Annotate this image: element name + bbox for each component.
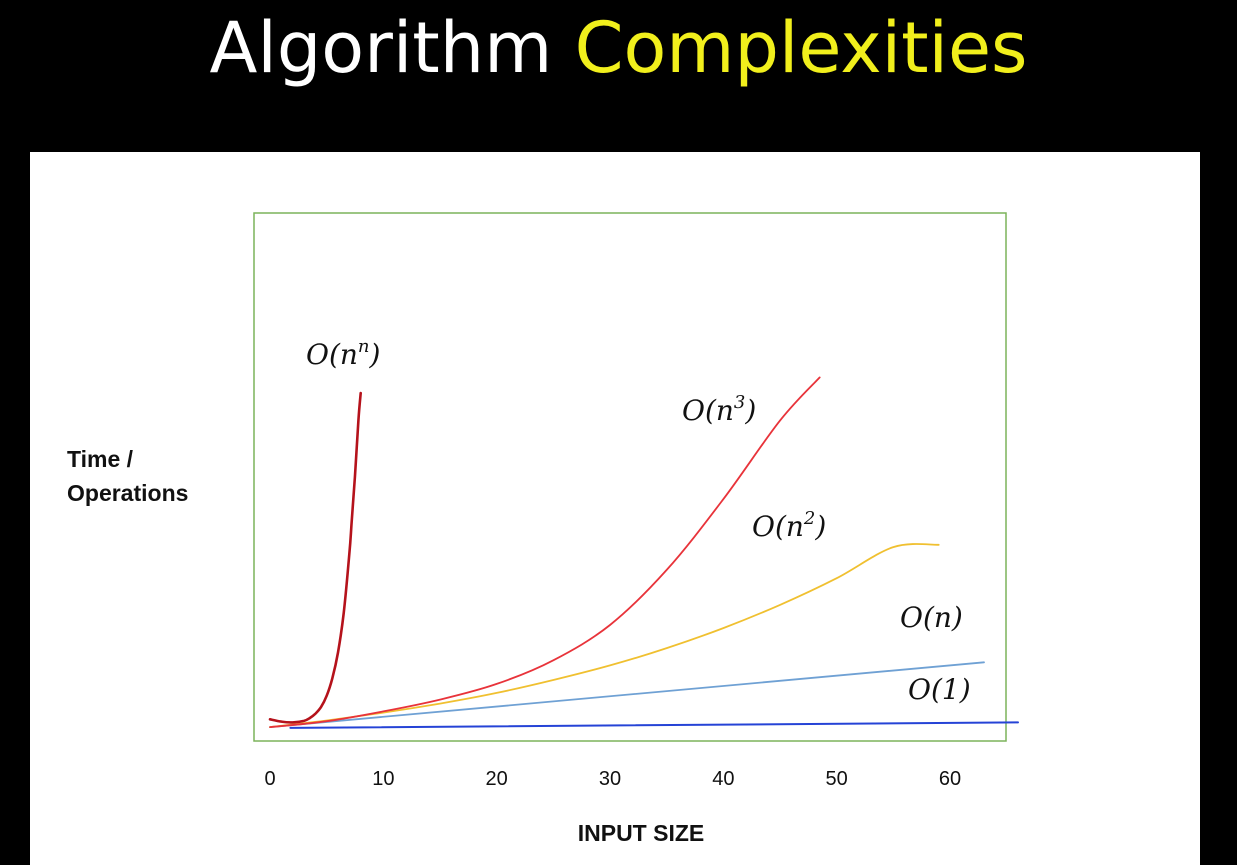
slide-title: Algorithm Complexities (0, 0, 1237, 100)
x-tick-label: 10 (372, 768, 394, 790)
x-tick-label: 60 (939, 768, 961, 790)
series-label-o-n-2: O(n2) (752, 508, 826, 543)
series-label-o-n: O(n) (900, 601, 963, 634)
plot-frame (253, 212, 1007, 742)
series-label-o-n-n: O(nn) (306, 336, 380, 371)
series-line-o-n-2 (269, 543, 940, 728)
series-label-o-n-3: O(n3) (682, 392, 756, 427)
series-line-o-1 (289, 721, 1019, 729)
x-axis-label: INPUT SIZE (577, 820, 705, 846)
series-label-o-1: O(1) (908, 673, 971, 706)
x-tick-label: 20 (486, 768, 508, 790)
x-axis-label-wrap: INPUT SIZE (30, 820, 1237, 847)
y-axis-label: Time / Operations (67, 446, 189, 506)
x-tick-label: 50 (826, 768, 848, 790)
series-line-o-n (269, 661, 985, 728)
complexity-chart: 0 10 20 30 40 50 60 O(1) O(n) O(n2) O(n3) O(nn) (253, 212, 1019, 790)
x-tick-label: 40 (712, 768, 734, 790)
title-accent: Complexities (574, 7, 1028, 89)
x-tick-label: 30 (599, 768, 621, 790)
chart-panel: 0 10 20 30 40 50 60 O(1) O(n) O(n2) O(n3) O(nn) Tim… (30, 152, 1200, 865)
x-tick-label: 0 (264, 768, 275, 790)
series-line-o-n-n (268, 391, 362, 724)
title-main: Algorithm (209, 7, 553, 89)
series-line-o-n-3 (269, 376, 821, 728)
